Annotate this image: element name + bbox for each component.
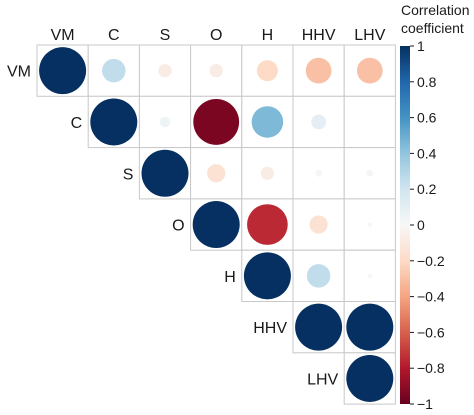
row-label-c: C — [71, 115, 83, 132]
legend-tick-label: −1 — [417, 396, 433, 412]
column-label-c: C — [108, 27, 120, 44]
correlation-circle-vm-hhv — [305, 57, 332, 84]
correlation-circle-o-h — [247, 204, 288, 245]
legend-tick-label: 1 — [417, 38, 425, 54]
correlation-circle-h-lhv — [367, 273, 373, 279]
correlation-circle-s-h — [260, 166, 275, 180]
legend-title-line: coefficient — [401, 20, 464, 36]
row-label-h: H — [224, 269, 236, 286]
row-label-vm: VM — [7, 64, 31, 81]
legend-tick-label: −0.2 — [417, 253, 445, 269]
column-label-s: S — [160, 27, 171, 44]
correlation-circle-c-o — [193, 99, 240, 145]
correlation-circles — [39, 47, 394, 402]
row-label-lhv: LHV — [307, 371, 338, 388]
correlation-circle-vm-h — [256, 60, 278, 82]
legend-tick-label: 0.8 — [417, 74, 437, 90]
correlation-circle-vm-lhv — [356, 57, 383, 84]
correlation-circle-c-hhv — [311, 114, 327, 130]
column-label-hhv: HHV — [302, 27, 336, 44]
legend-tick-label: 0.2 — [417, 181, 437, 197]
correlation-circle-s-hhv — [315, 169, 322, 177]
column-label-vm: VM — [51, 27, 75, 44]
legend-tick-label: −0.6 — [417, 324, 445, 340]
color-legend: Correlation coefficient 1 0.8 0.6 0.4 0.2 0 −0.2… — [400, 2, 469, 412]
correlation-circle-o-lhv — [367, 222, 373, 227]
correlation-circle-vm-s — [158, 64, 172, 78]
correlation-circle-vm-vm — [39, 47, 87, 95]
row-label-s: S — [123, 166, 134, 183]
legend-tick-label: −0.8 — [417, 360, 445, 376]
column-label-lhv: LHV — [354, 27, 385, 44]
column-label-h: H — [262, 27, 274, 44]
correlation-circle-c-s — [159, 116, 171, 128]
correlation-circle-lhv-lhv — [346, 354, 394, 402]
correlation-circle-hhv-lhv — [346, 303, 394, 351]
correlation-circle-o-o — [192, 201, 240, 249]
row-label-hhv: HHV — [253, 320, 287, 337]
legend-tick-label: −0.4 — [417, 289, 445, 305]
legend-title-line: Correlation — [401, 2, 469, 18]
legend-tick-label: 0.6 — [417, 110, 437, 126]
matrix-cell — [343, 95, 396, 149]
column-label-o: O — [210, 27, 222, 44]
matrix-cell — [343, 198, 396, 251]
legend-tick-label: 0 — [417, 217, 425, 233]
row-label-o: O — [172, 218, 184, 235]
variable-labels: VM C S O H HHV LHV VM C S O H HHV LHV — [7, 27, 386, 388]
correlation-circle-h-hhv — [306, 264, 331, 288]
correlation-circle-o-hhv — [309, 215, 328, 234]
legend-tick-label: 0.4 — [417, 145, 437, 161]
correlation-circle-c-c — [90, 98, 138, 146]
correlation-circle-c-h — [251, 106, 284, 138]
correlation-circle-s-o — [207, 164, 226, 183]
correlation-circle-vm-c — [102, 58, 126, 83]
correlation-circle-h-h — [243, 252, 291, 300]
correlation-circle-s-lhv — [366, 169, 374, 177]
correlation-circle-hhv-hhv — [295, 303, 343, 351]
correlation-circle-s-s — [141, 149, 189, 197]
correlation-circle-vm-o — [209, 64, 223, 78]
legend-color-bar — [400, 46, 410, 404]
